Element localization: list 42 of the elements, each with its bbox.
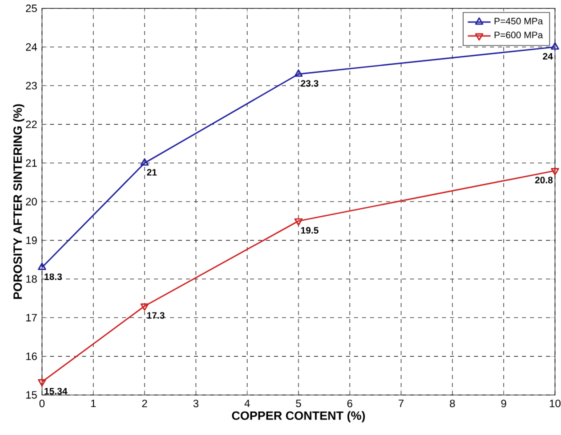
point (294, 69, 303, 77)
x-tick-label: 2 (142, 400, 148, 408)
x-tick-label: 1 (91, 400, 96, 408)
y-tick-label: 23 (26, 82, 37, 90)
y-tick-label: 20 (26, 198, 37, 206)
y-tick-label: 24 (26, 43, 37, 51)
y-tick-label: 22 (26, 120, 37, 128)
point (140, 158, 149, 166)
data-label: 24 (542, 53, 553, 60)
point (550, 168, 560, 176)
point (38, 379, 46, 387)
data-label: 20.8 (535, 176, 553, 184)
x-tick-label: 0 (39, 400, 45, 408)
y-tick-label: 19 (26, 236, 37, 244)
y-tick-label: 15 (26, 391, 37, 399)
point (38, 262, 46, 270)
data-label: 21 (146, 169, 157, 176)
legend-label: P=600 MPa (494, 32, 543, 38)
x-tick-label: 10 (550, 400, 561, 408)
legend-label: P=450 MPa (494, 18, 543, 24)
data-label: 17.3 (147, 312, 164, 319)
data-label: 19.5 (301, 227, 318, 234)
point (550, 42, 560, 50)
point (140, 303, 149, 311)
y-tick-label: 18 (26, 275, 37, 283)
data-label: 15.34 (44, 388, 68, 395)
y-tick-label: 16 (26, 352, 37, 360)
x-tick-label: 7 (398, 400, 404, 408)
y-tick-label: 25 (26, 4, 37, 12)
x-tick-label: 9 (501, 400, 506, 408)
x-tick-label: 3 (193, 400, 198, 408)
y-tick-label: 21 (26, 159, 37, 167)
data-label: 18.3 (44, 273, 62, 280)
x-tick-label: 6 (347, 400, 352, 408)
x-tick-label: 5 (296, 400, 302, 408)
x-tick-label: 8 (450, 400, 455, 408)
x-axis-title: COPPER CONTENT (%) (232, 411, 365, 422)
y-tick-label: 17 (26, 314, 37, 322)
data-label: 23.3 (300, 80, 318, 87)
x-tick-label: 4 (244, 400, 250, 408)
point (294, 218, 303, 226)
y-axis-title: POROSITY AFTER SINTERING (%) (13, 104, 24, 299)
